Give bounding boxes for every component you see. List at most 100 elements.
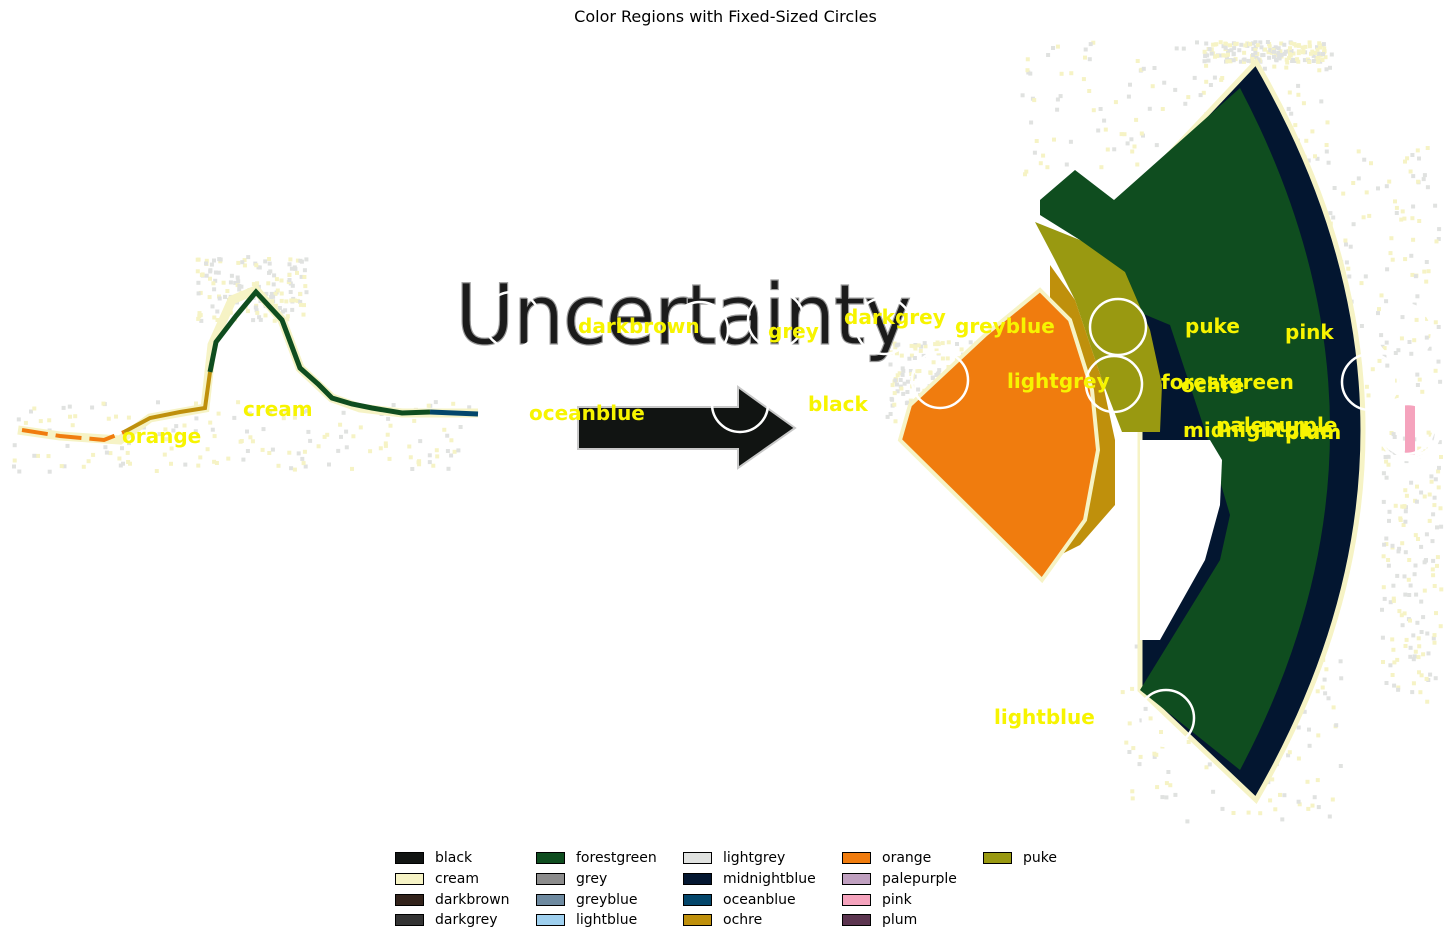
- legend-item-puke: puke: [983, 848, 1083, 869]
- speckle: [885, 414, 890, 419]
- legend-swatch-darkgrey: [395, 914, 424, 927]
- speckle: [1313, 154, 1317, 159]
- fixed-circle-11: [1380, 398, 1440, 458]
- speckle: [254, 308, 259, 313]
- speckle: [90, 405, 95, 410]
- speckle: [1412, 654, 1417, 659]
- speckle: [1411, 174, 1416, 179]
- speckle: [1316, 733, 1321, 738]
- region-label-lightgrey: lightgrey: [1007, 369, 1110, 393]
- speckle: [1425, 146, 1430, 150]
- speckle: [1231, 58, 1236, 63]
- speckle: [196, 280, 201, 285]
- speckle: [895, 389, 900, 394]
- speckle: [895, 373, 900, 378]
- speckle: [1306, 158, 1311, 163]
- speckle: [205, 447, 210, 452]
- speckle: [1243, 43, 1248, 48]
- speckle: [1408, 645, 1413, 650]
- speckle: [298, 302, 303, 307]
- speckle: [1346, 266, 1351, 271]
- speckle: [193, 429, 198, 434]
- speckle: [1164, 795, 1169, 800]
- speckle: [240, 260, 245, 265]
- region-label-greyblue: greyblue: [955, 314, 1055, 338]
- speckle: [1296, 59, 1301, 64]
- speckle: [1250, 41, 1255, 46]
- speckle: [1202, 59, 1207, 64]
- speckle: [1029, 120, 1034, 125]
- speckle: [292, 467, 297, 472]
- speckle: [86, 459, 91, 464]
- speckle: [1330, 797, 1335, 802]
- speckle: [908, 369, 913, 373]
- speckle: [36, 453, 40, 458]
- speckle: [1436, 325, 1441, 329]
- speckle: [182, 423, 187, 428]
- speckle: [269, 295, 274, 299]
- speckle: [1421, 615, 1426, 620]
- speckle: [1324, 143, 1329, 147]
- speckle: [1433, 676, 1438, 681]
- speckle: [257, 315, 262, 320]
- speckle: [1130, 789, 1135, 794]
- speckle: [1401, 523, 1406, 527]
- speckle: [1384, 299, 1389, 304]
- speckle: [194, 416, 199, 421]
- speckle: [1399, 217, 1404, 222]
- speckle: [261, 427, 266, 432]
- speckle: [931, 360, 936, 365]
- speckle: [1141, 66, 1146, 71]
- speckle: [198, 313, 203, 318]
- speckle: [16, 417, 21, 422]
- speckle: [1419, 544, 1424, 549]
- speckle: [1214, 42, 1219, 47]
- speckle: [1310, 49, 1315, 54]
- speckle: [287, 450, 292, 455]
- speckle: [211, 281, 216, 286]
- speckle: [1309, 51, 1313, 56]
- speckle: [194, 401, 198, 406]
- speckle: [1338, 659, 1343, 664]
- speckle: [1439, 587, 1444, 592]
- speckle: [1403, 592, 1408, 597]
- speckle: [216, 411, 221, 416]
- speckle: [1023, 172, 1027, 177]
- speckle: [228, 280, 233, 285]
- speckle: [1359, 281, 1364, 286]
- speckle: [1296, 43, 1301, 48]
- speckle: [1246, 58, 1251, 63]
- speckle: [1185, 819, 1190, 824]
- speckle: [968, 340, 973, 345]
- speckle: [1424, 532, 1429, 537]
- speckle: [955, 342, 959, 346]
- speckle: [1289, 111, 1294, 116]
- speckle: [1052, 137, 1056, 142]
- speckle: [216, 270, 221, 275]
- speckle: [1407, 593, 1412, 597]
- speckle: [1321, 42, 1326, 47]
- legend-item-lightgrey: lightgrey: [683, 848, 842, 869]
- speckle: [12, 458, 17, 463]
- speckle: [1431, 558, 1436, 563]
- speckle: [1286, 106, 1291, 111]
- speckle: [196, 291, 201, 296]
- speckle: [901, 368, 906, 373]
- speckle: [1231, 811, 1236, 815]
- speckle: [286, 280, 291, 285]
- speckle: [937, 368, 942, 373]
- speckle: [275, 288, 280, 293]
- speckle: [101, 401, 106, 406]
- speckle: [1389, 431, 1394, 435]
- speckle: [1139, 131, 1144, 136]
- speckle: [1364, 384, 1369, 389]
- speckle: [1408, 583, 1413, 588]
- speckle: [1384, 536, 1389, 541]
- speckle: [1301, 50, 1305, 55]
- speckle: [1296, 92, 1301, 97]
- speckle: [266, 281, 271, 286]
- speckle: [1409, 480, 1414, 485]
- speckle: [61, 405, 66, 410]
- speckle: [933, 342, 938, 347]
- speckle: [1279, 41, 1284, 46]
